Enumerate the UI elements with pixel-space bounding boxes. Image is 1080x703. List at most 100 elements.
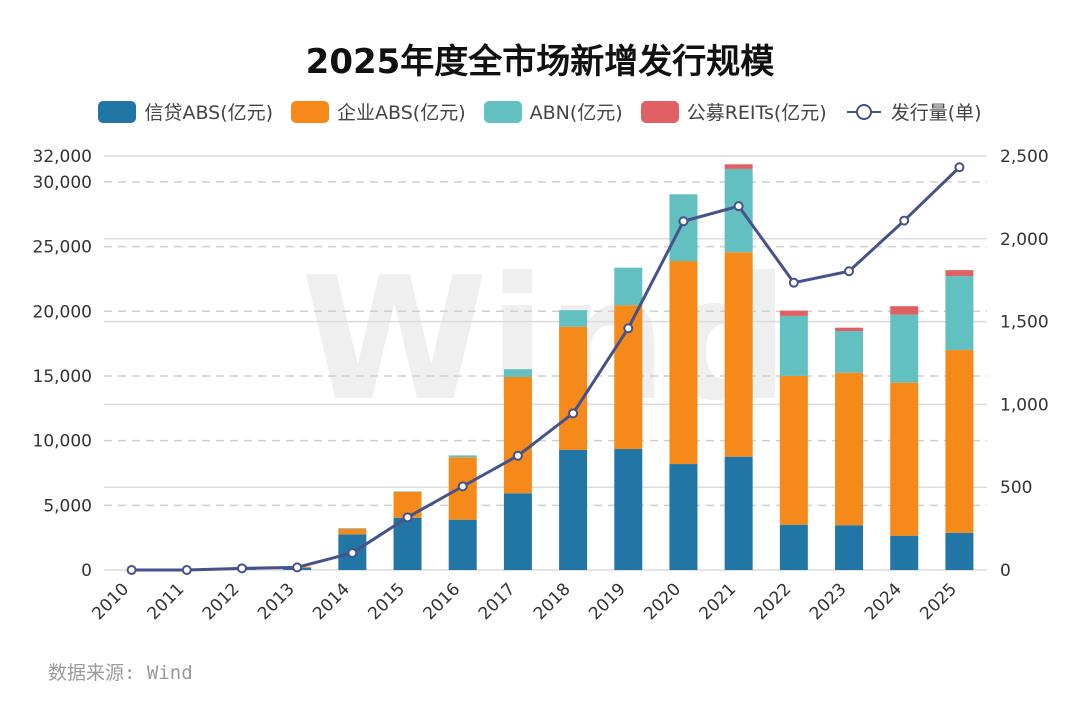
legend-label-issuance-count: 发行量(单) (890, 102, 982, 124)
y-left-tick-label: 32,000 (33, 147, 92, 167)
legend-label-abn: ABN(亿元) (529, 102, 623, 124)
y-left-tick-label: 30,000 (33, 173, 92, 193)
x-tick-label: 2020 (640, 579, 685, 624)
bar-segment-corporate-abs (338, 528, 367, 535)
issuance-count-point (899, 215, 910, 226)
bar-segment-reits (890, 306, 919, 315)
y-left-tick-label: 5,000 (43, 496, 92, 516)
bar-segment-abn (393, 491, 422, 492)
x-tick-label: 2024 (861, 579, 906, 624)
legend-item-abn[interactable]: ABN(亿元) (483, 98, 623, 125)
x-tick-label: 2025 (916, 579, 961, 624)
issuance-count-point (512, 450, 523, 461)
bar-segment-reits (835, 327, 864, 332)
issuance-count-point (733, 201, 744, 212)
bar-segment-corporate-abs (724, 252, 753, 457)
issuance-count-point (126, 565, 137, 575)
y-right-tick-label: 2,500 (1000, 147, 1049, 167)
issuance-count-point (181, 565, 192, 575)
y-left-tick-label: 20,000 (33, 302, 92, 322)
issuance-count-point (623, 323, 634, 334)
issuance-count-point (954, 162, 965, 173)
bar-segment-abn (779, 315, 808, 376)
bar-segment-credit-abs (835, 525, 864, 570)
y-right-tick-label: 1,500 (1000, 313, 1049, 333)
source-note: 数据来源: Wind (48, 662, 193, 684)
legend-label-corporate-abs: 企业ABS(亿元) (337, 102, 466, 124)
y-right-tick-label: 2,000 (1000, 230, 1049, 250)
bar-segment-abn (503, 369, 532, 377)
legend-swatch-abn (483, 100, 522, 123)
bar-segment-abn (945, 276, 974, 351)
issuance-count-point (457, 481, 468, 492)
bar-segment-credit-abs (669, 464, 698, 570)
legend-line-marker-icon (846, 103, 881, 120)
legend-item-reits[interactable]: 公募REITs(亿元) (640, 98, 827, 125)
issuance-count-point (678, 216, 689, 227)
legend: 信贷ABS(亿元) 企业ABS(亿元) ABN(亿元) 公募REITs(亿元) … (0, 98, 1080, 125)
bar-segment-credit-abs (724, 456, 753, 570)
x-tick-label: 2022 (751, 579, 796, 624)
bar-segment-corporate-abs (503, 376, 532, 494)
bar-segment-abn (338, 528, 367, 529)
x-tick-label: 2023 (806, 579, 851, 624)
x-tick-label: 2015 (364, 579, 409, 624)
bar-segment-abn (559, 310, 588, 327)
bar-segment-reits (779, 310, 808, 316)
bar-segment-abn (614, 267, 643, 306)
x-tick-label: 2012 (199, 579, 244, 624)
y-right-tick-label: 0 (1000, 561, 1011, 581)
bars (227, 164, 974, 570)
bar-segment-abn (890, 314, 919, 383)
issuance-count-point (236, 563, 247, 574)
bar-segment-reits (945, 270, 974, 277)
issuance-count-point (292, 562, 303, 573)
bar-segment-credit-abs (779, 524, 808, 570)
issuance-count-point (402, 512, 413, 523)
bar-segment-credit-abs (393, 517, 422, 570)
bar-segment-reits (724, 164, 753, 169)
bar-segment-abn (448, 455, 477, 458)
legend-item-issuance-count[interactable]: 发行量(单) (845, 98, 982, 125)
watermark: Wind (301, 241, 790, 439)
bar-segment-credit-abs (614, 449, 643, 570)
x-tick-label: 2017 (475, 579, 520, 624)
x-tick-label: 2010 (88, 579, 133, 624)
bar-segment-corporate-abs (945, 350, 974, 533)
y-left-tick-label: 25,000 (33, 238, 92, 258)
y-left-tick-label: 15,000 (33, 367, 92, 387)
x-tick-label: 2019 (585, 579, 630, 624)
issuance-count-point (844, 266, 855, 277)
issuance-count-point (347, 547, 358, 558)
y-right-tick-label: 1,000 (1000, 395, 1049, 415)
legend-item-credit-abs[interactable]: 信贷ABS(亿元) (98, 98, 273, 125)
issuance-count-point (568, 408, 579, 419)
bar-segment-credit-abs (503, 493, 532, 570)
bar-segment-corporate-abs (779, 375, 808, 525)
x-tick-label: 2021 (695, 579, 740, 624)
y-right-tick-label: 500 (1000, 478, 1032, 498)
bar-segment-credit-abs (448, 519, 477, 570)
x-tick-label: 2013 (254, 579, 299, 624)
x-tick-label: 2014 (309, 579, 354, 624)
bar-segment-abn (835, 331, 864, 373)
legend-label-credit-abs: 信贷ABS(亿元) (144, 102, 274, 124)
legend-label-reits: 公募REITs(亿元) (686, 102, 827, 124)
line-series (126, 162, 965, 575)
bar-segment-corporate-abs (890, 382, 919, 536)
issuance-count-line (131, 166, 961, 572)
legend-swatch-reits (640, 100, 679, 123)
bar-segment-corporate-abs (669, 261, 698, 465)
bar-segment-corporate-abs (559, 326, 588, 450)
legend-swatch-credit-abs (98, 100, 137, 123)
x-tick-label: 2011 (144, 579, 189, 624)
x-tick-label: 2016 (420, 579, 465, 624)
legend-swatch-corporate-abs (291, 100, 330, 123)
chart-title: 2025年度全市场新增发行规模 (305, 42, 775, 82)
bar-segment-credit-abs (945, 532, 974, 570)
bar-segment-abn (669, 194, 698, 262)
bar-segment-credit-abs (559, 449, 588, 570)
bar-segment-corporate-abs (835, 372, 864, 526)
legend-item-corporate-abs[interactable]: 企业ABS(亿元) (291, 98, 466, 125)
